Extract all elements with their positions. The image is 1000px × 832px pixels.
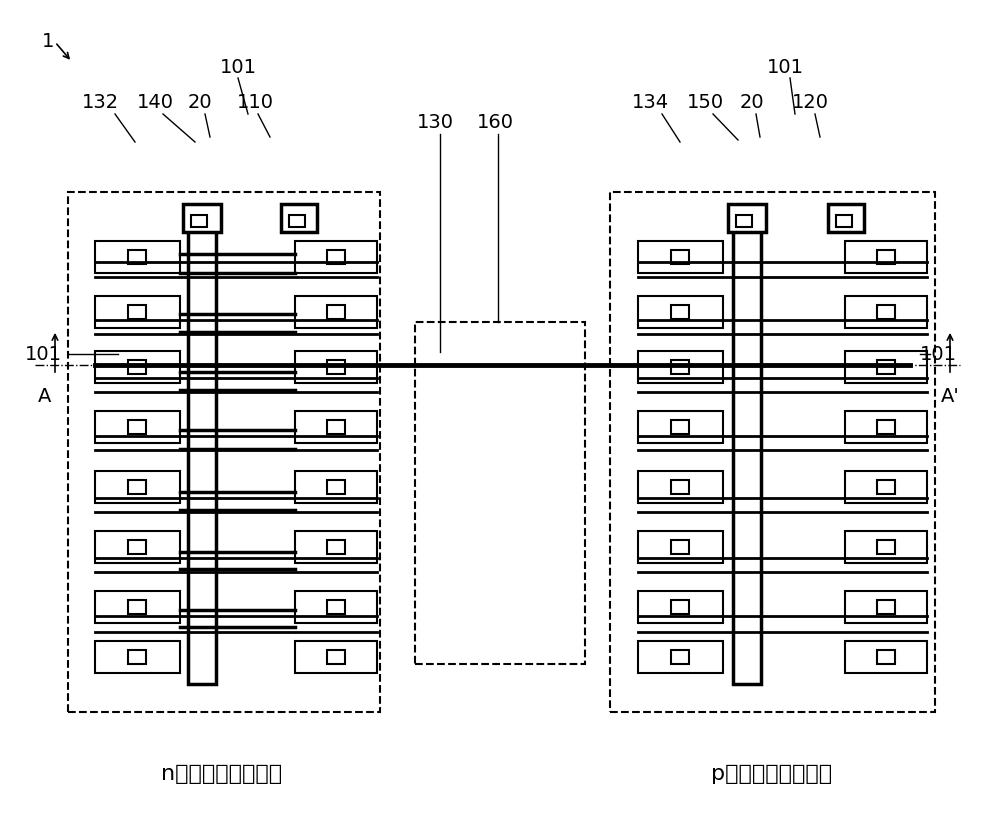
Text: 160: 160 [477,113,514,132]
Bar [671,305,689,319]
Bar [877,600,895,614]
Text: 150: 150 [686,93,724,112]
Text: 140: 140 [136,93,174,112]
Text: 134: 134 [631,93,669,112]
Bar [327,250,345,264]
Bar [295,411,377,443]
Bar [295,296,377,328]
Bar [877,420,895,434]
Bar [638,296,723,328]
Text: 132: 132 [81,93,119,112]
Bar [295,641,377,673]
Bar [836,215,852,227]
Bar [638,531,723,563]
Text: 20: 20 [188,93,212,112]
Bar [728,204,766,232]
Text: 101: 101 [25,344,62,364]
Bar [295,241,377,273]
Bar [327,540,345,554]
Bar [638,591,723,623]
Bar [327,360,345,374]
Bar [327,420,345,434]
Bar [671,360,689,374]
Bar [95,411,180,443]
Bar [877,480,895,494]
Bar [128,480,146,494]
Bar [671,650,689,664]
Bar [128,540,146,554]
Text: A: A [38,387,52,406]
Bar [95,591,180,623]
Bar [638,641,723,673]
Bar [295,471,377,503]
Bar [845,296,927,328]
Bar [877,540,895,554]
Text: p型鳍式场效晶体管: p型鳍式场效晶体管 [711,764,833,784]
Text: n型鳍式场效晶体管: n型鳍式场效晶体管 [161,764,283,784]
Text: 101: 101 [220,58,256,77]
Bar [877,305,895,319]
Bar [845,531,927,563]
Bar [877,650,895,664]
Bar [95,351,180,383]
Bar [128,650,146,664]
Bar [295,591,377,623]
Bar [845,471,927,503]
Text: 120: 120 [792,93,828,112]
Text: 101: 101 [920,344,957,364]
Bar [877,360,895,374]
Bar [736,215,752,227]
Bar [327,650,345,664]
Bar [191,215,207,227]
Bar [733,212,761,684]
Bar [845,591,927,623]
Bar [188,212,216,684]
Bar [671,420,689,434]
Bar [638,241,723,273]
Bar [671,480,689,494]
Bar [845,351,927,383]
Bar [281,204,317,232]
Bar [289,215,305,227]
Bar [638,411,723,443]
Bar [128,250,146,264]
Bar [671,250,689,264]
Bar [128,360,146,374]
Bar [877,250,895,264]
Bar [671,540,689,554]
Bar [415,322,585,664]
Bar [845,641,927,673]
Bar [327,480,345,494]
Text: 130: 130 [416,113,454,132]
Bar [95,641,180,673]
Bar [295,531,377,563]
Bar [95,531,180,563]
Bar [828,204,864,232]
Bar [671,600,689,614]
Bar [68,192,380,712]
Bar [128,600,146,614]
Bar [638,351,723,383]
Bar [610,192,935,712]
Bar [128,420,146,434]
Text: 101: 101 [767,58,804,77]
Bar [183,204,221,232]
Bar [327,600,345,614]
Bar [95,241,180,273]
Text: 20: 20 [740,93,764,112]
Bar [845,411,927,443]
Bar [638,471,723,503]
Text: A': A' [941,387,959,406]
Bar [327,305,345,319]
Text: 1: 1 [42,32,54,51]
Bar [95,471,180,503]
Text: 110: 110 [237,93,274,112]
Bar [295,351,377,383]
Bar [95,296,180,328]
Bar [845,241,927,273]
Bar [128,305,146,319]
